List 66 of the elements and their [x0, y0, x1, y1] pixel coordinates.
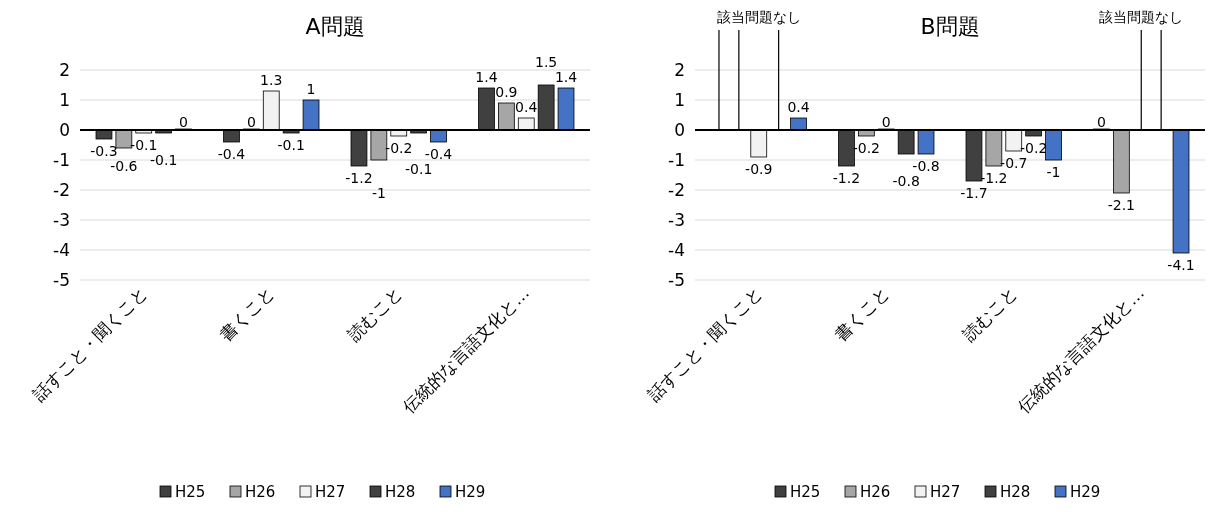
y-tick-label: -3	[668, 210, 685, 230]
data-label: -2.1	[1107, 197, 1136, 213]
data-label: -1	[1046, 164, 1061, 180]
data-label: -0.1	[404, 161, 433, 177]
legend-label: H29	[1070, 483, 1101, 501]
data-label: 0	[246, 114, 256, 130]
y-tick-label: -5	[53, 270, 70, 290]
data-label: 1.4	[554, 69, 578, 85]
legend-label: H25	[175, 483, 206, 501]
y-tick-label: -2	[668, 180, 685, 200]
x-tick-label: 読むこと	[343, 282, 406, 345]
y-tick-label: -1	[53, 150, 70, 170]
data-label: -1.2	[832, 170, 861, 186]
data-label: 0.9	[495, 84, 518, 100]
data-label: 1.5	[535, 54, 558, 70]
data-label: -0.8	[892, 173, 920, 189]
data-label: -0.7	[1000, 155, 1028, 171]
y-tick-label: 1	[674, 90, 685, 110]
data-label: -1.2	[980, 170, 1008, 186]
data-label: -0.4	[424, 146, 453, 162]
y-tick-label: -4	[668, 240, 685, 260]
data-label: 1.3	[260, 72, 283, 88]
x-tick-label: 書くこと	[215, 282, 279, 345]
data-label: -4.1	[1167, 257, 1195, 273]
legend-label: H26	[860, 483, 891, 501]
legend-label: H28	[1000, 483, 1031, 501]
y-tick-label: 2	[674, 60, 685, 80]
y-tick-label: 0	[674, 120, 685, 140]
legend-label: H28	[385, 483, 416, 501]
x-tick-label: 読むこと	[958, 282, 1021, 345]
x-tick-label: 書くこと	[830, 282, 894, 345]
data-label: 0	[1097, 114, 1106, 130]
data-label: -1	[371, 185, 386, 201]
legend-label: H29	[455, 483, 486, 501]
data-label: -0.1	[277, 137, 305, 153]
data-label: -0.1	[149, 152, 178, 168]
data-label: 0.4	[515, 99, 538, 115]
data-label: -0.1	[130, 137, 158, 153]
y-tick-label: -4	[53, 240, 70, 260]
data-label: 0.4	[787, 99, 810, 115]
data-label: -0.8	[912, 158, 940, 174]
legend-label: H27	[930, 483, 961, 501]
data-label: -0.6	[110, 158, 138, 174]
text: 該当問題なし	[1099, 9, 1184, 25]
data-label: -0.3	[90, 143, 118, 159]
chart-title: B問題	[920, 14, 980, 39]
text: 該当問題なし	[716, 9, 801, 25]
legend-label: H25	[790, 483, 821, 501]
legend-label: H26	[245, 483, 276, 501]
data-label: 1	[306, 81, 316, 97]
legend-label: H27	[315, 483, 346, 501]
y-tick-label: 1	[59, 90, 70, 110]
data-label: -0.9	[745, 161, 773, 177]
data-label: 0	[179, 114, 188, 130]
y-tick-label: -5	[668, 270, 685, 290]
data-label: 0	[881, 114, 891, 130]
y-tick-label: -3	[53, 210, 70, 230]
data-label: -0.4	[217, 146, 246, 162]
y-tick-label: -2	[53, 180, 70, 200]
data-label: 1.4	[475, 69, 498, 85]
data-label: -1.7	[960, 185, 988, 201]
chart-title: A問題	[305, 14, 365, 39]
data-label: -1.2	[345, 170, 373, 186]
y-tick-label: -1	[668, 150, 685, 170]
y-tick-label: 2	[59, 60, 70, 80]
y-tick-label: 0	[59, 120, 70, 140]
